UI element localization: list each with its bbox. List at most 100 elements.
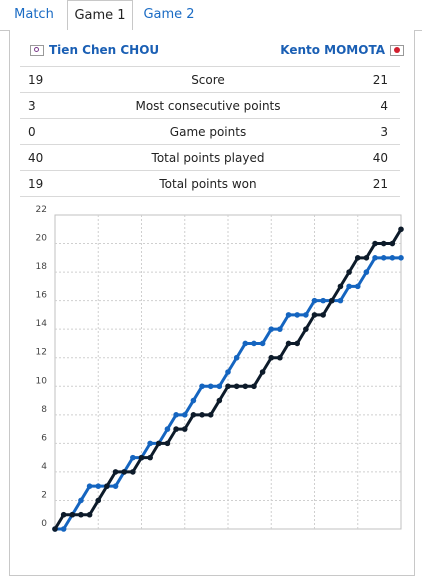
- stat-right-value: 3: [380, 124, 388, 139]
- stat-label: Game points: [169, 124, 247, 139]
- data-point: [173, 412, 179, 418]
- data-point: [311, 297, 318, 304]
- stat-right-value: 21: [372, 72, 388, 87]
- data-point: [303, 326, 309, 332]
- y-tick-label: 6: [41, 433, 47, 443]
- data-point: [216, 397, 223, 404]
- stat-right-value: 4: [380, 98, 388, 113]
- y-tick-label: 10: [36, 376, 48, 386]
- data-point: [233, 354, 240, 361]
- y-tick-label: 22: [36, 205, 47, 215]
- data-point: [277, 326, 283, 332]
- data-point: [190, 397, 197, 404]
- data-point: [112, 469, 119, 475]
- data-point: [207, 412, 214, 418]
- data-point: [69, 511, 76, 518]
- data-point: [251, 340, 257, 347]
- data-point: [130, 469, 136, 475]
- data-point: [380, 255, 387, 261]
- data-point: [112, 483, 119, 489]
- stat-label: Score: [191, 72, 225, 87]
- data-point: [346, 283, 352, 290]
- data-point: [354, 255, 361, 261]
- data-point: [181, 412, 188, 418]
- players-header: Tien Chen CHOU Kento MOMOTA: [20, 40, 404, 64]
- stats-table: 19 Score 21 3 Most consecutive points 4 …: [20, 66, 400, 197]
- stat-left-value: 40: [28, 150, 44, 165]
- data-point: [95, 497, 102, 504]
- stat-row: 19 Score 21: [20, 66, 400, 92]
- data-point: [363, 255, 370, 261]
- game-panel: Tien Chen CHOU Kento MOMOTA 19 Score 21 …: [9, 30, 415, 576]
- data-point: [164, 440, 171, 447]
- data-point: [242, 340, 249, 347]
- data-point: [78, 497, 84, 504]
- player-left[interactable]: Tien Chen CHOU: [30, 43, 159, 57]
- stat-row: 40 Total points played 40: [20, 144, 400, 170]
- data-point: [277, 354, 283, 361]
- data-point: [311, 312, 318, 318]
- data-point: [389, 255, 396, 261]
- data-point: [251, 383, 257, 390]
- stat-label: Total points played: [151, 150, 265, 165]
- stat-left-value: 3: [28, 98, 36, 113]
- data-point: [294, 340, 301, 347]
- y-tick-label: 16: [36, 291, 48, 301]
- data-point: [78, 511, 84, 518]
- data-point: [259, 340, 266, 347]
- data-point: [147, 454, 153, 461]
- y-tick-label: 20: [36, 234, 48, 244]
- y-tick-label: 2: [41, 490, 47, 500]
- data-point: [285, 312, 292, 318]
- y-tick-label: 8: [41, 405, 47, 415]
- data-point: [242, 383, 249, 390]
- player-right[interactable]: Kento MOMOTA: [280, 43, 404, 57]
- y-tick-label: 14: [36, 319, 48, 329]
- data-point: [372, 255, 378, 261]
- stat-left-value: 19: [28, 72, 44, 87]
- data-point: [95, 483, 102, 489]
- data-point: [320, 297, 326, 304]
- data-point: [398, 226, 404, 233]
- data-point: [329, 297, 335, 304]
- tab-match[interactable]: Match: [14, 7, 54, 22]
- score-progression-chart: 0 2 4 6 8 10 12 14 16 18 20 22: [36, 205, 404, 532]
- data-point: [398, 255, 404, 261]
- data-point: [199, 412, 205, 418]
- data-point: [60, 526, 67, 532]
- data-point: [354, 283, 361, 290]
- data-point: [225, 383, 231, 390]
- data-point: [147, 440, 153, 447]
- stat-row: 19 Total points won 21: [20, 170, 400, 197]
- data-point: [294, 312, 301, 318]
- data-point: [52, 526, 58, 532]
- tab-bar: Match Game 1 Game 2: [0, 0, 422, 31]
- data-point: [199, 383, 205, 390]
- data-point: [346, 269, 352, 275]
- stat-left-value: 0: [28, 124, 36, 139]
- data-point: [181, 426, 188, 432]
- data-point: [285, 340, 292, 347]
- data-point: [86, 483, 93, 489]
- stat-right-value: 40: [372, 150, 388, 165]
- data-point: [259, 369, 266, 375]
- player-right-name: Kento MOMOTA: [280, 43, 385, 57]
- data-point: [380, 240, 387, 247]
- data-point: [268, 354, 275, 361]
- data-point: [164, 426, 171, 432]
- y-tick-label: 4: [41, 462, 47, 472]
- data-point: [190, 412, 197, 418]
- data-point: [60, 511, 67, 518]
- data-point: [173, 426, 179, 432]
- stat-left-value: 19: [28, 176, 44, 191]
- tab-game-2[interactable]: Game 2: [143, 7, 195, 22]
- player-left-name: Tien Chen CHOU: [49, 43, 160, 57]
- tab-game-1[interactable]: Game 1: [67, 0, 133, 31]
- stat-row: 0 Game points 3: [20, 118, 400, 144]
- japan-flag-icon: [390, 44, 404, 56]
- data-point: [216, 383, 223, 390]
- data-point: [130, 454, 136, 461]
- data-point: [372, 240, 378, 247]
- y-tick-label: 18: [36, 262, 48, 272]
- data-point: [337, 297, 344, 304]
